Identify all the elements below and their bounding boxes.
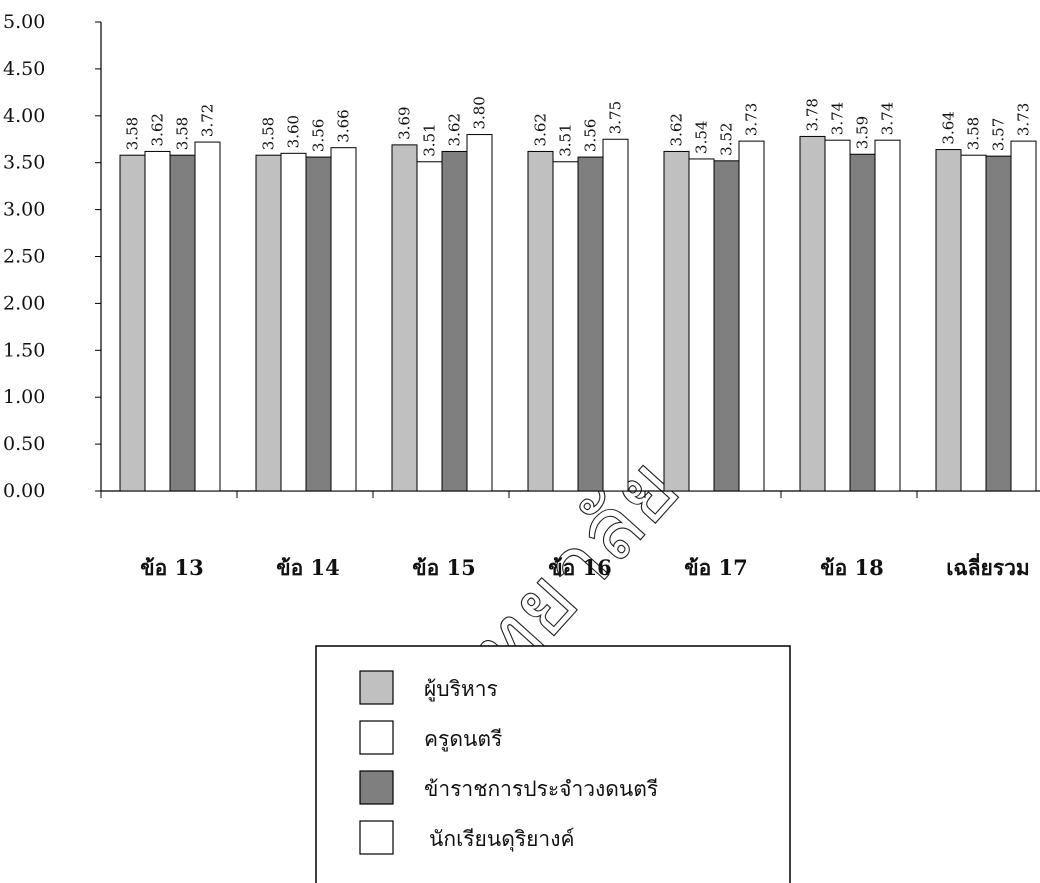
data-label: 3.51 bbox=[557, 123, 575, 156]
data-label: 3.75 bbox=[607, 101, 625, 134]
bar bbox=[552, 161, 579, 492]
bar bbox=[713, 160, 740, 492]
data-label: 3.58 bbox=[174, 117, 192, 150]
data-label: 3.60 bbox=[285, 115, 303, 148]
legend-swatch bbox=[359, 770, 394, 805]
data-label: 3.58 bbox=[260, 117, 278, 150]
bar bbox=[194, 141, 221, 492]
data-label: 3.74 bbox=[879, 102, 897, 135]
bar bbox=[849, 153, 876, 492]
data-label: 3.62 bbox=[668, 113, 686, 146]
y-tick-label: 4.50 bbox=[3, 58, 45, 80]
y-tick-label: 2.00 bbox=[3, 292, 45, 314]
bar bbox=[144, 150, 171, 492]
bar bbox=[577, 156, 604, 492]
y-tick-label: 0.50 bbox=[3, 433, 45, 455]
bar bbox=[441, 150, 468, 492]
bar bbox=[602, 138, 629, 492]
plot-area: 0.00 0.50 1.00 1.50 2.00 2.50 3.00 3.50 4.00 4.50… bbox=[3, 11, 1040, 580]
legend-label: ครูดนตรี bbox=[424, 727, 502, 752]
bar bbox=[688, 158, 715, 492]
bar bbox=[824, 139, 851, 492]
data-label: 3.69 bbox=[396, 106, 414, 139]
bar bbox=[119, 154, 146, 492]
bar bbox=[280, 152, 307, 492]
legend-swatch bbox=[359, 720, 394, 755]
data-label: 3.64 bbox=[940, 111, 958, 144]
category-label: ข้อ 13 bbox=[140, 555, 204, 580]
bar bbox=[738, 140, 765, 492]
category-label: ข้อ 14 bbox=[276, 555, 340, 580]
bar bbox=[935, 149, 962, 492]
data-label: 3.74 bbox=[829, 102, 847, 135]
y-tick-label: 0.00 bbox=[3, 480, 45, 502]
data-label: 3.62 bbox=[149, 113, 167, 146]
legend-label: ผู้บริหาร bbox=[424, 677, 498, 702]
bar bbox=[985, 155, 1012, 492]
bar bbox=[527, 150, 554, 492]
data-label: 3.72 bbox=[199, 104, 217, 137]
legend-label: ข้าราชการประจำวงดนตรี bbox=[424, 777, 658, 801]
y-tick-label: 1.50 bbox=[3, 339, 45, 361]
legend-box bbox=[315, 645, 791, 883]
data-label: 3.58 bbox=[124, 117, 142, 150]
bar bbox=[874, 139, 901, 492]
legend-swatch bbox=[359, 820, 394, 855]
data-label: 3.56 bbox=[310, 119, 328, 152]
bar bbox=[466, 134, 493, 492]
data-label: 3.52 bbox=[718, 122, 736, 155]
bar bbox=[663, 150, 690, 492]
bar bbox=[330, 147, 357, 492]
data-label: 3.51 bbox=[421, 123, 439, 156]
data-label: 3.62 bbox=[446, 113, 464, 146]
bar bbox=[799, 135, 826, 492]
data-label: 3.58 bbox=[965, 117, 983, 150]
data-label: 3.78 bbox=[804, 98, 822, 131]
category-label: ข้อ 15 bbox=[412, 555, 476, 580]
data-label: 3.73 bbox=[1015, 103, 1033, 136]
data-label: 3.56 bbox=[582, 119, 600, 152]
bar bbox=[1010, 140, 1037, 492]
data-label: 3.57 bbox=[990, 118, 1008, 151]
data-label: 3.59 bbox=[854, 116, 872, 149]
y-tick-label: 3.50 bbox=[3, 152, 45, 174]
bar bbox=[391, 144, 418, 492]
legend-label: นักเรียนดุริยางค์ bbox=[429, 827, 575, 852]
data-label: 3.73 bbox=[743, 103, 761, 136]
bar bbox=[169, 154, 196, 492]
y-tick-label: 5.00 bbox=[3, 11, 45, 33]
bar bbox=[255, 154, 282, 492]
category-label: ข้อ 16 bbox=[548, 555, 612, 580]
y-tick-label: 1.00 bbox=[3, 386, 45, 408]
bar bbox=[416, 161, 443, 492]
y-tick-label: 3.00 bbox=[3, 199, 45, 221]
category-label: เฉลี่ยรวม bbox=[946, 552, 1030, 580]
y-tick-label: 2.50 bbox=[3, 246, 45, 268]
category-label: ข้อ 18 bbox=[820, 555, 884, 580]
data-label: 3.66 bbox=[335, 109, 353, 142]
category-label: ข้อ 17 bbox=[684, 555, 748, 580]
y-tick-label: 4.00 bbox=[3, 105, 45, 127]
data-label: 3.54 bbox=[693, 121, 711, 154]
legend: ผู้บริหารครูดนตรีข้าราชการประจำวงดนตรีนั… bbox=[315, 645, 791, 883]
bar bbox=[960, 154, 987, 492]
bar bbox=[305, 156, 332, 492]
legend-swatch bbox=[359, 670, 394, 705]
data-label: 3.62 bbox=[532, 113, 550, 146]
data-label: 3.80 bbox=[471, 96, 489, 129]
